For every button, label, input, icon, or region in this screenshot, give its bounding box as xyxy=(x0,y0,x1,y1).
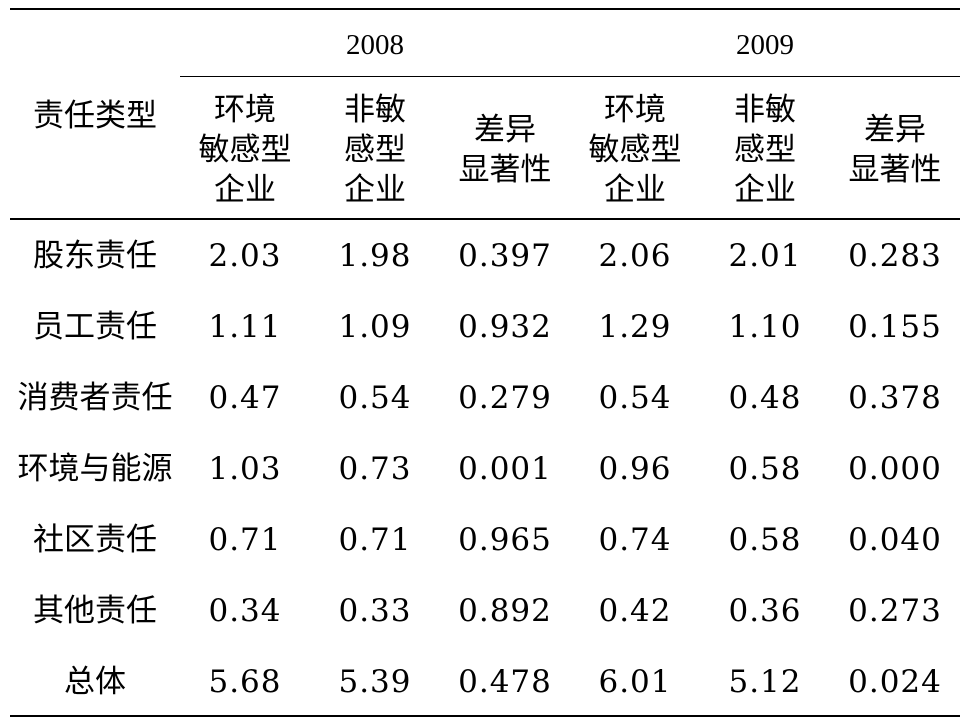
table-row: 消费者责任 0.47 0.54 0.279 0.54 0.48 0.378 xyxy=(10,363,960,434)
table-cell: 0.74 xyxy=(598,522,672,558)
table-cell: 1.98 xyxy=(338,238,412,274)
table-row: 股东责任 2.03 1.98 0.397 2.06 2.01 0.283 xyxy=(10,221,960,292)
table-cell: 0.71 xyxy=(338,522,412,558)
table-cell: 0.33 xyxy=(338,593,412,629)
row-label: 环境与能源 xyxy=(17,451,173,487)
table-cell: 0.397 xyxy=(458,238,552,274)
table-cell: 1.03 xyxy=(208,451,282,487)
table-cell: 0.96 xyxy=(598,451,672,487)
column-header-2008-significance: 差异 显著性 xyxy=(458,112,552,188)
table-cell: 2.01 xyxy=(728,238,802,274)
table-cell: 0.71 xyxy=(208,522,282,558)
table-cell: 0.36 xyxy=(728,593,802,629)
table-row: 员工责任 1.11 1.09 0.932 1.29 1.10 0.155 xyxy=(10,292,960,363)
column-header-2009-sensitive: 环境 敏感型 企业 xyxy=(588,92,682,208)
row-header-label: 责任类型 xyxy=(33,98,157,134)
table-cell: 0.58 xyxy=(728,451,802,487)
table-cell: 0.478 xyxy=(458,664,552,700)
table-cell: 1.29 xyxy=(598,309,672,345)
table-cell: 0.73 xyxy=(338,451,412,487)
table-cell: 0.932 xyxy=(458,309,552,345)
header-bottom-rule xyxy=(10,218,960,220)
table-cell: 0.001 xyxy=(458,451,552,487)
row-label: 其他责任 xyxy=(33,593,157,629)
table-cell: 0.42 xyxy=(598,593,672,629)
table-cell: 1.10 xyxy=(728,309,802,345)
column-header-2008-nonsensitive: 非敏 感型 企业 xyxy=(344,92,406,208)
table-cell: 0.000 xyxy=(848,451,942,487)
table-cell: 0.54 xyxy=(598,380,672,416)
table-top-rule xyxy=(10,8,960,10)
table-cell: 6.01 xyxy=(598,664,672,700)
year-header-2009: 2009 xyxy=(736,29,794,61)
table-cell: 1.11 xyxy=(208,309,282,345)
table-cell: 0.48 xyxy=(728,380,802,416)
table-cell: 0.378 xyxy=(848,380,942,416)
table-cell: 1.09 xyxy=(338,309,412,345)
row-label: 总体 xyxy=(64,664,126,700)
table-row: 社区责任 0.71 0.71 0.965 0.74 0.58 0.040 xyxy=(10,505,960,576)
column-header-2009-significance: 差异 显著性 xyxy=(848,112,942,188)
table-cell: 0.024 xyxy=(848,664,942,700)
row-label: 社区责任 xyxy=(33,522,157,558)
table-cell: 0.040 xyxy=(848,522,942,558)
column-header-2008-sensitive: 环境 敏感型 企业 xyxy=(198,92,292,208)
table-cell: 0.54 xyxy=(338,380,412,416)
table-cell: 5.12 xyxy=(728,664,802,700)
row-label: 消费者责任 xyxy=(17,380,173,416)
table-cell: 0.155 xyxy=(848,309,942,345)
year-divider-rule xyxy=(180,76,960,77)
table-cell: 5.68 xyxy=(208,664,282,700)
table-row: 总体 5.68 5.39 0.478 6.01 5.12 0.024 xyxy=(10,647,960,718)
table-cell: 2.03 xyxy=(208,238,282,274)
table-cell: 0.279 xyxy=(458,380,552,416)
row-label: 员工责任 xyxy=(33,309,157,345)
row-label: 股东责任 xyxy=(33,238,157,274)
table-row: 其他责任 0.34 0.33 0.892 0.42 0.36 0.273 xyxy=(10,576,960,647)
column-header-2009-nonsensitive: 非敏 感型 企业 xyxy=(734,92,796,208)
table-cell: 0.273 xyxy=(848,593,942,629)
table-cell: 0.47 xyxy=(208,380,282,416)
table-cell: 0.965 xyxy=(458,522,552,558)
table-cell: 5.39 xyxy=(338,664,412,700)
table-cell: 2.06 xyxy=(598,238,672,274)
table-cell: 0.34 xyxy=(208,593,282,629)
table-cell: 0.892 xyxy=(458,593,552,629)
table-cell: 0.283 xyxy=(848,238,942,274)
table-row: 环境与能源 1.03 0.73 0.001 0.96 0.58 0.000 xyxy=(10,434,960,505)
table-bottom-rule xyxy=(10,715,960,717)
year-header-2008: 2008 xyxy=(346,29,404,61)
table-cell: 0.58 xyxy=(728,522,802,558)
